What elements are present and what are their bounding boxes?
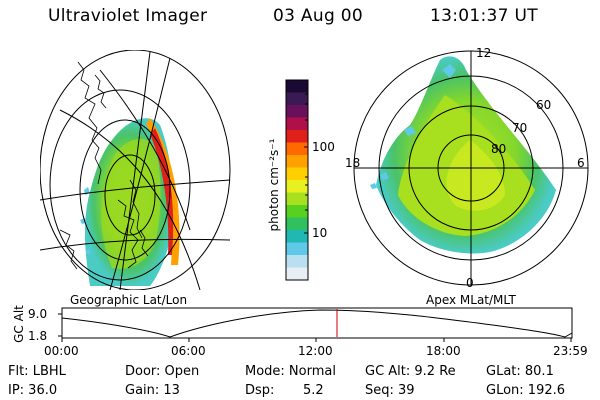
mlat-label-60: 60 (536, 98, 552, 112)
dsp-value: 5.2 (303, 383, 324, 398)
colorbar-band (286, 167, 308, 181)
map-graticule (40, 50, 231, 290)
geographic-caption: Geographic Lat/Lon (70, 293, 188, 307)
dsp-label: Dsp: (245, 383, 275, 398)
colorbar-band (286, 80, 308, 94)
colorbar-band (286, 267, 308, 281)
gc-alt-info: GC Alt: 9.2 Re (365, 364, 456, 379)
mlt-label-18: 18 (345, 156, 361, 170)
polar-plot (353, 50, 589, 286)
mlat-label-80: 80 (491, 142, 507, 156)
mlt-label-0: 0 (466, 276, 474, 290)
colorbar-band (286, 117, 308, 131)
colorbar (286, 80, 308, 281)
timeline-xtick-0000: 00:00 (44, 344, 79, 358)
timeline-ytick-1-8: 1.8 (28, 329, 48, 343)
colorbar-band (286, 242, 308, 256)
instrument-title: Ultraviolet Imager (48, 6, 208, 26)
glat-info: GLat: 80.1 (486, 364, 554, 379)
colorbar-band (286, 230, 308, 244)
seq-info: Seq: 39 (365, 383, 415, 398)
mlt-label-6: 6 (577, 156, 585, 170)
colorbar-unit-label: photon cm⁻²s⁻¹ (267, 138, 281, 232)
timeline-xtick-1800: 18:00 (426, 344, 461, 358)
timeline-xtick-1200: 12:00 (298, 344, 333, 358)
colorbar-band (286, 130, 308, 144)
colorbar-band (286, 255, 308, 269)
colorbar-band (286, 205, 308, 219)
colorbar-tick-100: 100 (312, 140, 335, 154)
colorbar-band (286, 217, 308, 231)
timeline-xtick-2359: 23:59 (553, 344, 588, 358)
geographic-map (40, 50, 231, 290)
colorbar-band (286, 192, 308, 206)
colorbar-ticks (285, 79, 309, 281)
colorbar-band (286, 142, 308, 156)
timeline-plot (58, 307, 573, 342)
date-label: 03 Aug 00 (273, 6, 363, 26)
mlt-label-12: 12 (476, 46, 492, 60)
filter-info: Flt: LBHL (8, 364, 66, 379)
polar-grid (353, 50, 589, 286)
timeline-y-label: GC Alt (12, 305, 26, 343)
mlat-label-70: 70 (512, 121, 528, 135)
colorbar-band (286, 155, 308, 169)
ip-info: IP: 36.0 (8, 383, 58, 398)
colorbar-band (286, 92, 308, 106)
glon-info: GLon: 192.6 (486, 383, 566, 398)
dayglow-limb (146, 118, 180, 265)
orbit-altitude-curve (61, 309, 573, 338)
door-info: Door: Open (125, 364, 200, 379)
apex-caption: Apex MLat/MLT (426, 293, 516, 307)
timeline-xtick-0600: 06:00 (171, 344, 206, 358)
coastline (59, 61, 149, 270)
colorbar-band (286, 105, 308, 119)
time-label: 13:01:37 UT (430, 6, 538, 26)
colorbar-tick-10: 10 (312, 226, 328, 240)
gain-info: Gain: 13 (125, 383, 180, 398)
colorbar-band (286, 180, 308, 194)
timeline-ytick-9: 9.0 (28, 307, 48, 321)
mode-info: Mode: Normal (245, 364, 336, 379)
